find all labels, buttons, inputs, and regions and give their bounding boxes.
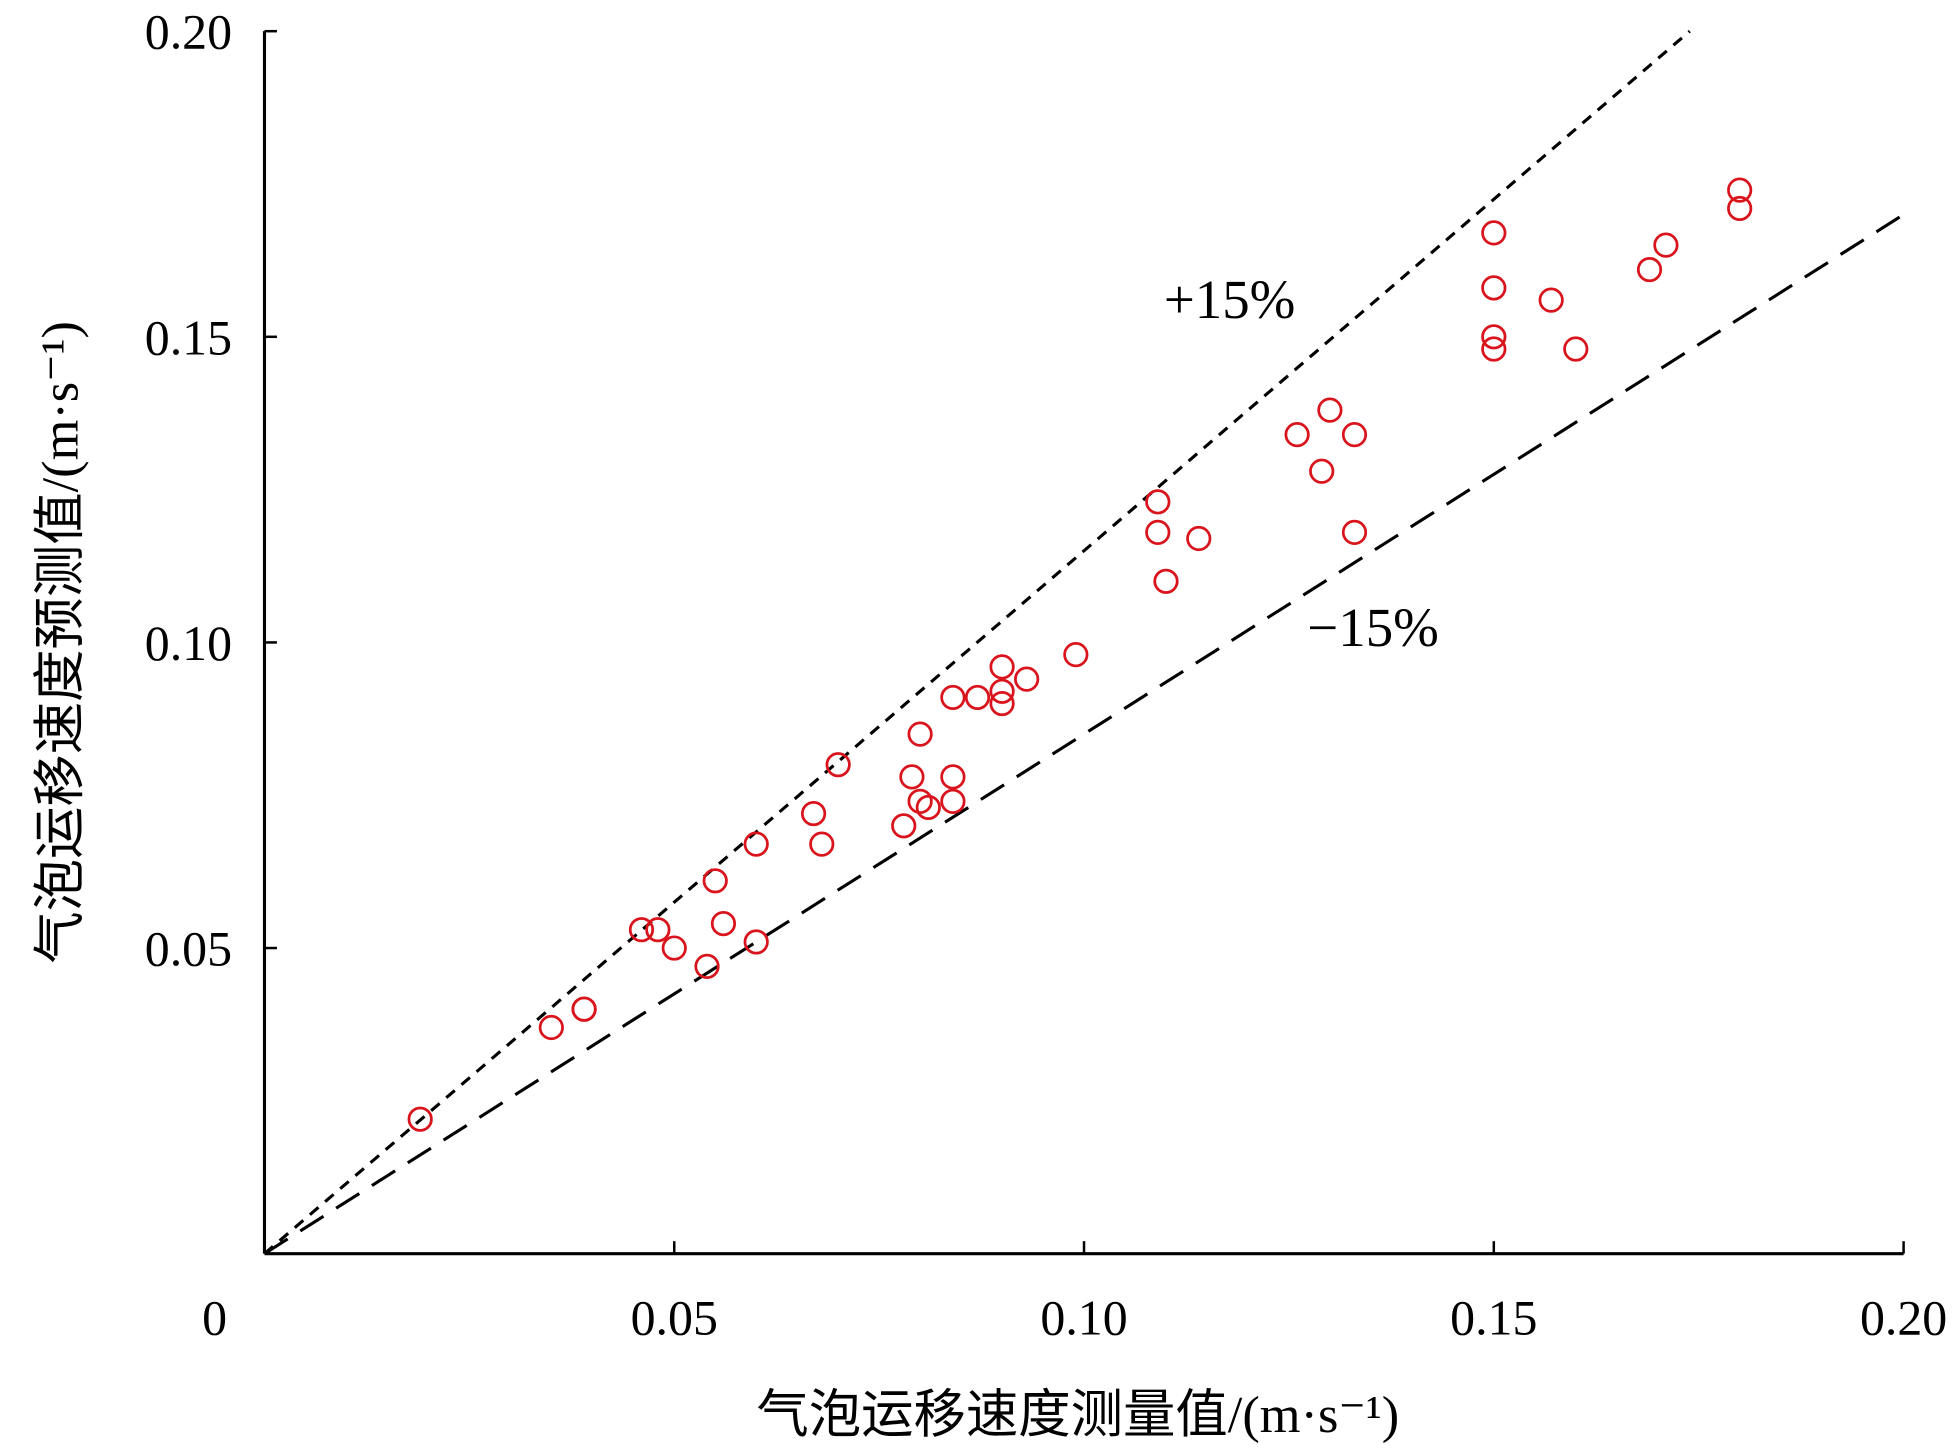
- data-point: [571, 996, 597, 1022]
- y-tick-label: 0.10: [145, 616, 232, 671]
- data-point: [907, 788, 933, 814]
- data-point: [1481, 220, 1507, 246]
- data-point: [407, 1106, 433, 1132]
- x-tick-label: 0.10: [1040, 1291, 1127, 1346]
- data-point: [1636, 256, 1663, 283]
- data-point: [940, 684, 966, 711]
- plus-15-line: [263, 30, 1691, 1255]
- data-point: [645, 917, 671, 943]
- data-point: [1653, 232, 1679, 258]
- data-point: [1481, 336, 1507, 362]
- x-tick-label: 0.15: [1450, 1291, 1537, 1346]
- data-point: [743, 831, 769, 857]
- data-point: [1153, 568, 1179, 594]
- data-point: [661, 935, 687, 961]
- x-tick-label: 0.20: [1860, 1291, 1947, 1346]
- axes: 0.05 0.10 0.15 0.20 0.05 0.10 0.15 0.20: [145, 5, 1947, 1346]
- data-point: [1309, 458, 1335, 484]
- data-point: [1145, 519, 1171, 545]
- data-point: [809, 831, 835, 857]
- data-point: [915, 794, 941, 821]
- y-tick-label: 0.20: [145, 5, 232, 60]
- plus-15-label: +15%: [1164, 269, 1296, 330]
- data-point: [800, 800, 827, 827]
- data-point: [940, 788, 966, 814]
- data-point: [694, 953, 720, 979]
- data-point: [907, 721, 933, 747]
- data-point: [1481, 275, 1507, 301]
- data-point: [702, 868, 728, 894]
- data-point: [1341, 422, 1368, 448]
- data-point: [1563, 336, 1589, 362]
- data-point: [964, 684, 991, 711]
- y-axis-label: 气泡运移速度预测值/(m·s⁻¹): [31, 321, 89, 964]
- y-tick-label: 0.05: [145, 922, 232, 977]
- data-point: [1727, 177, 1753, 203]
- y-tick-label: 0.15: [145, 310, 232, 365]
- data-point: [989, 690, 1015, 717]
- data-point: [899, 764, 925, 790]
- data-point: [1727, 195, 1753, 222]
- data-point: [1186, 525, 1212, 552]
- data-point: [940, 764, 966, 790]
- minus-15-line: [263, 213, 1905, 1255]
- data-point: [825, 752, 851, 778]
- data-point: [743, 929, 769, 955]
- data-point: [1538, 287, 1564, 313]
- data-point: [628, 917, 655, 943]
- data-point: [989, 654, 1015, 680]
- data-point: [1145, 489, 1171, 515]
- x-axis-label: 气泡运移速度测量值/(m·s⁻¹): [756, 1386, 1399, 1444]
- data-point: [1014, 666, 1040, 692]
- data-point: [1317, 397, 1343, 423]
- data-point: [538, 1014, 564, 1041]
- data-point: [1063, 642, 1089, 668]
- data-point: [1341, 519, 1368, 545]
- x-tick-label: 0.05: [631, 1291, 718, 1346]
- origin-label: 0: [202, 1291, 227, 1346]
- data-point: [1284, 422, 1310, 448]
- data-point: [891, 813, 917, 839]
- data-point: [989, 678, 1015, 704]
- minus-15-label: −15%: [1307, 597, 1439, 658]
- data-point: [710, 910, 737, 937]
- data-point: [1481, 324, 1507, 350]
